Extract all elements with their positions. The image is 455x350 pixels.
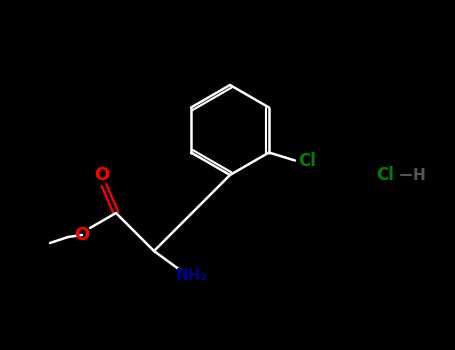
Text: O: O <box>94 166 110 184</box>
Text: O: O <box>74 226 90 244</box>
Text: NH₂: NH₂ <box>176 267 208 282</box>
Text: Cl: Cl <box>298 152 316 169</box>
Text: Cl: Cl <box>376 166 394 184</box>
Text: H: H <box>413 168 425 182</box>
